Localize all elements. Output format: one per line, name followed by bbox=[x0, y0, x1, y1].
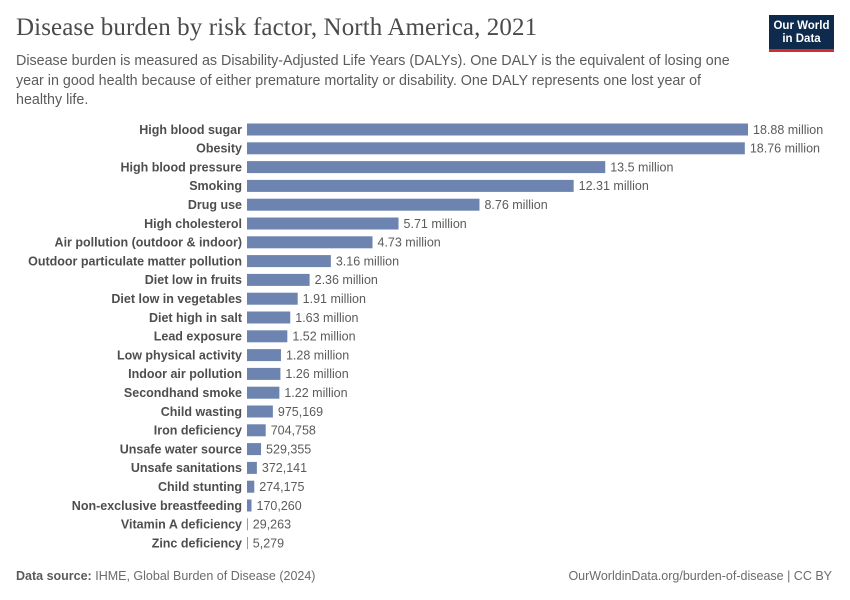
footer-url[interactable]: OurWorldinData.org/burden-of-disease | C… bbox=[568, 569, 832, 583]
chart-title: Disease burden by risk factor, North Ame… bbox=[16, 14, 538, 41]
value-label-diet-low-in-fruits: 2.36 million bbox=[315, 273, 378, 287]
category-label-outdoor-particulate-matter-pollution: Outdoor particulate matter pollution bbox=[28, 254, 242, 268]
bar-secondhand-smoke[interactable] bbox=[247, 386, 280, 399]
category-label-vitamin-a-deficiency: Vitamin A deficiency bbox=[121, 518, 242, 532]
value-label-zinc-deficiency: 5,279 bbox=[253, 536, 284, 550]
logo-line-2: in Data bbox=[782, 33, 821, 45]
value-label-iron-deficiency: 704,758 bbox=[271, 424, 316, 438]
category-label-zinc-deficiency: Zinc deficiency bbox=[152, 536, 242, 550]
category-label-high-blood-pressure: High blood pressure bbox=[120, 160, 242, 174]
bar-outdoor-particulate-matter-pollution[interactable] bbox=[247, 255, 331, 268]
bar-drug-use[interactable] bbox=[247, 198, 480, 211]
bar-obesity[interactable] bbox=[247, 142, 745, 155]
category-label-diet-high-in-salt: Diet high in salt bbox=[149, 311, 243, 325]
category-label-drug-use: Drug use bbox=[188, 198, 242, 212]
value-label-high-blood-sugar: 18.88 million bbox=[753, 123, 823, 137]
category-label-obesity: Obesity bbox=[196, 142, 242, 156]
bar-non-exclusive-breastfeeding[interactable] bbox=[247, 499, 252, 512]
bar-lead-exposure[interactable] bbox=[247, 330, 288, 343]
bar-diet-low-in-vegetables[interactable] bbox=[247, 292, 298, 305]
owid-logo[interactable]: Our World in Data bbox=[769, 15, 834, 52]
logo-line-1: Our World bbox=[773, 20, 830, 32]
category-label-indoor-air-pollution: Indoor air pollution bbox=[128, 367, 242, 381]
value-label-secondhand-smoke: 1.22 million bbox=[284, 386, 347, 400]
value-label-air-pollution-outdoor-indoor: 4.73 million bbox=[378, 236, 441, 250]
value-label-unsafe-water-source: 529,355 bbox=[266, 442, 311, 456]
value-label-indoor-air-pollution: 1.26 million bbox=[285, 367, 348, 381]
category-label-air-pollution-outdoor-indoor: Air pollution (outdoor & indoor) bbox=[55, 236, 242, 250]
bars-layer: High blood sugar 18.88 million Obesity 18.7… bbox=[28, 123, 823, 551]
value-label-child-stunting: 274,175 bbox=[259, 480, 304, 494]
bar-indoor-air-pollution[interactable] bbox=[247, 367, 281, 380]
category-label-smoking: Smoking bbox=[189, 179, 242, 193]
value-label-vitamin-a-deficiency: 29,263 bbox=[253, 518, 291, 532]
bar-high-blood-pressure[interactable] bbox=[247, 161, 606, 174]
value-label-smoking: 12.31 million bbox=[579, 179, 649, 193]
bar-low-physical-activity[interactable] bbox=[247, 349, 281, 362]
value-label-high-blood-pressure: 13.5 million bbox=[610, 160, 673, 174]
value-label-diet-high-in-salt: 1.63 million bbox=[295, 311, 358, 325]
value-label-unsafe-sanitations: 372,141 bbox=[262, 461, 307, 475]
category-label-secondhand-smoke: Secondhand smoke bbox=[124, 386, 242, 400]
bar-high-blood-sugar[interactable] bbox=[247, 123, 748, 136]
bar-child-wasting[interactable] bbox=[247, 405, 273, 418]
value-label-high-cholesterol: 5.71 million bbox=[404, 217, 467, 231]
category-label-diet-low-in-fruits: Diet low in fruits bbox=[145, 273, 242, 287]
value-label-child-wasting: 975,169 bbox=[278, 405, 323, 419]
value-label-lead-exposure: 1.52 million bbox=[292, 330, 355, 344]
category-label-iron-deficiency: Iron deficiency bbox=[154, 424, 242, 438]
value-label-non-exclusive-breastfeeding: 170,260 bbox=[257, 499, 302, 513]
bar-iron-deficiency[interactable] bbox=[247, 424, 266, 437]
chart-subtitle: Disease burden is measured as Disability… bbox=[16, 53, 730, 108]
bar-high-cholesterol[interactable] bbox=[247, 217, 399, 230]
bar-zinc-deficiency[interactable] bbox=[247, 537, 248, 550]
bar-smoking[interactable] bbox=[247, 179, 574, 192]
value-label-outdoor-particulate-matter-pollution: 3.16 million bbox=[336, 254, 399, 268]
category-label-child-wasting: Child wasting bbox=[161, 405, 242, 419]
category-label-low-physical-activity: Low physical activity bbox=[117, 348, 242, 362]
source-label: Data source: bbox=[16, 569, 92, 583]
bar-unsafe-sanitations[interactable] bbox=[247, 461, 257, 474]
category-label-diet-low-in-vegetables: Diet low in vegetables bbox=[111, 292, 242, 306]
value-label-low-physical-activity: 1.28 million bbox=[286, 348, 349, 362]
bar-child-stunting[interactable] bbox=[247, 480, 255, 493]
value-label-obesity: 18.76 million bbox=[750, 142, 820, 156]
category-label-lead-exposure: Lead exposure bbox=[154, 330, 242, 344]
category-label-child-stunting: Child stunting bbox=[158, 480, 242, 494]
value-label-diet-low-in-vegetables: 1.91 million bbox=[303, 292, 366, 306]
bar-air-pollution-outdoor-indoor[interactable] bbox=[247, 236, 373, 249]
category-label-unsafe-sanitations: Unsafe sanitations bbox=[131, 461, 242, 475]
bar-unsafe-water-source[interactable] bbox=[247, 443, 262, 456]
source-text[interactable]: IHME, Global Burden of Disease (2024) bbox=[95, 569, 316, 583]
bar-diet-low-in-fruits[interactable] bbox=[247, 273, 310, 286]
category-label-high-cholesterol: High cholesterol bbox=[144, 217, 242, 231]
footer-source: Data source: IHME, Global Burden of Dise… bbox=[16, 569, 315, 583]
value-label-drug-use: 8.76 million bbox=[484, 198, 547, 212]
category-label-unsafe-water-source: Unsafe water source bbox=[120, 442, 242, 456]
bar-vitamin-a-deficiency[interactable] bbox=[247, 518, 248, 531]
bar-diet-high-in-salt[interactable] bbox=[247, 311, 291, 324]
category-label-high-blood-sugar: High blood sugar bbox=[139, 123, 242, 137]
category-label-non-exclusive-breastfeeding: Non-exclusive breastfeeding bbox=[72, 499, 242, 513]
